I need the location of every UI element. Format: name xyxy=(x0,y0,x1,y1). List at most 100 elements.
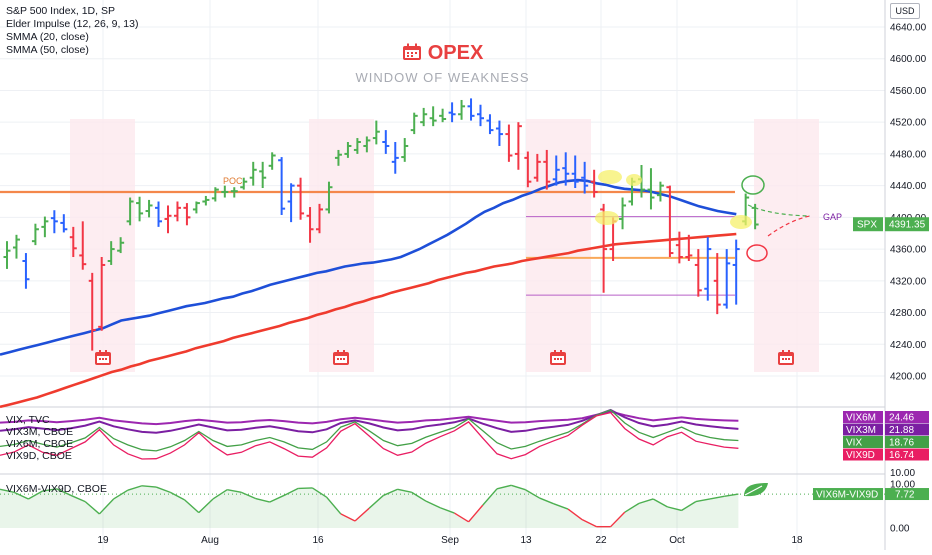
badge-value: 21.88 xyxy=(889,425,914,436)
calendar-icon xyxy=(95,350,111,365)
ohlc-bar xyxy=(505,125,512,162)
legend-symbol[interactable]: S&P 500 Index, 1D, SP xyxy=(6,5,139,18)
ohlc-bar xyxy=(515,122,522,170)
ohlc-bar xyxy=(297,178,304,220)
ohlc-bar xyxy=(411,113,418,134)
opex-title: OPEX xyxy=(0,42,885,65)
series-vix3m xyxy=(0,410,738,433)
calendar-day xyxy=(337,358,339,360)
price-tick-label: 4640.00 xyxy=(890,23,927,34)
calendar-day xyxy=(554,358,556,360)
price-tick-label: 4280.00 xyxy=(890,308,927,319)
calendar-ring xyxy=(560,350,562,354)
price-tick-label: 4200.00 xyxy=(890,372,927,383)
calendar-day xyxy=(560,358,562,360)
poc-label: POC xyxy=(223,176,243,186)
badge-spread-label: VIX6M-VIX9D xyxy=(816,490,878,501)
price-tick-label: 4240.00 xyxy=(890,340,927,351)
legend-vix3m[interactable]: VIX3M, CBOE xyxy=(6,426,73,438)
opex-subtitle: WINDOW OF WEAKNESS xyxy=(0,70,885,85)
ohlc-bar xyxy=(496,121,503,146)
ohlc-bar xyxy=(695,249,702,297)
price-tick-label: 4600.00 xyxy=(890,54,927,65)
calendar-day xyxy=(102,358,104,360)
ohlc-bar xyxy=(420,108,427,126)
ohlc-bar xyxy=(174,202,181,222)
calendar-day xyxy=(785,358,787,360)
ohlc-bar xyxy=(164,205,171,233)
calendar-ring xyxy=(343,350,345,354)
time-tick-label: 22 xyxy=(595,535,607,546)
ohlc-bar xyxy=(250,162,257,186)
calendar-day xyxy=(99,358,101,360)
ohlc-bar xyxy=(221,186,228,198)
ohlc-bar xyxy=(4,241,11,269)
ohlc-bar xyxy=(714,253,721,314)
calendar-icon xyxy=(550,350,566,365)
ohlc-bar xyxy=(13,235,20,259)
price-tick-label: 4560.00 xyxy=(890,86,927,97)
ohlc-bar xyxy=(193,202,200,214)
highlight-ellipse-1 xyxy=(595,211,619,225)
vix-legend: VIX, TVC VIX3M, CBOE VIX6M, CBOE VIX9D, … xyxy=(6,414,73,462)
badge-value: 24.46 xyxy=(889,413,914,424)
spread-legend: VIX6M-VIX9D, CBOE xyxy=(6,483,107,495)
calendar-day xyxy=(557,358,559,360)
ohlc-bar xyxy=(430,106,437,126)
badge-label: VIX6M xyxy=(846,413,876,424)
ohlc-bar xyxy=(486,114,493,134)
calendar-day xyxy=(782,358,784,360)
ohlc-bar xyxy=(269,152,276,169)
ohlc-bar xyxy=(468,98,475,120)
ohlc-bar xyxy=(32,224,39,245)
ohlc-bar xyxy=(202,196,209,206)
legend-vix[interactable]: VIX, TVC xyxy=(6,414,73,426)
legend-vix9d[interactable]: VIX9D, CBOE xyxy=(6,450,73,462)
calendar-ring xyxy=(782,350,784,354)
ohlc-bar xyxy=(704,237,711,300)
ohlc-bar xyxy=(477,105,484,126)
legend-elder-impulse[interactable]: Elder Impulse (12, 26, 9, 13) xyxy=(6,18,139,31)
gap-label: GAP xyxy=(823,212,842,222)
ohlc-bar xyxy=(382,130,389,154)
price-tick-label: 4480.00 xyxy=(890,149,927,160)
badge-spread-value: 7.72 xyxy=(895,490,915,501)
opex-window-2 xyxy=(526,119,591,372)
time-tick-label: 18 xyxy=(791,535,803,546)
ohlc-bar xyxy=(146,200,153,217)
time-tick-label: 19 xyxy=(97,535,109,546)
spread-area xyxy=(0,485,738,528)
currency-button[interactable]: USD xyxy=(890,3,920,19)
badge-value: 16.74 xyxy=(889,450,914,461)
highlight-ellipse-0 xyxy=(598,170,622,184)
ohlc-bar xyxy=(439,109,446,122)
ohlc-bar xyxy=(51,210,58,233)
ohlc-bar xyxy=(183,203,190,225)
calendar-day xyxy=(343,358,345,360)
ohlc-bar xyxy=(41,217,48,238)
calendar-day xyxy=(105,358,107,360)
price-tick-label: 4320.00 xyxy=(890,276,927,287)
calendar-ring xyxy=(337,350,339,354)
opex-title-text: OPEX xyxy=(428,42,484,64)
legend-vix6m[interactable]: VIX6M, CBOE xyxy=(6,438,73,450)
badge-label: VIX3M xyxy=(846,425,876,436)
calendar-ring xyxy=(105,350,107,354)
ohlc-bar xyxy=(401,138,408,162)
price-tick-label: 4520.00 xyxy=(890,118,927,129)
time-tick-label: Sep xyxy=(441,535,459,546)
ohlc-bar xyxy=(288,183,295,222)
opex-window-1 xyxy=(309,119,374,372)
time-tick-label: Oct xyxy=(669,535,685,546)
calendar-icon xyxy=(778,350,794,365)
vix-tick-label: 10.00 xyxy=(890,468,915,479)
ohlc-bar xyxy=(458,100,465,120)
legend-spread[interactable]: VIX6M-VIX9D, CBOE xyxy=(6,483,107,495)
time-tick-label: 13 xyxy=(520,535,532,546)
ohlc-bar xyxy=(22,253,29,289)
calendar-icon xyxy=(333,350,349,365)
